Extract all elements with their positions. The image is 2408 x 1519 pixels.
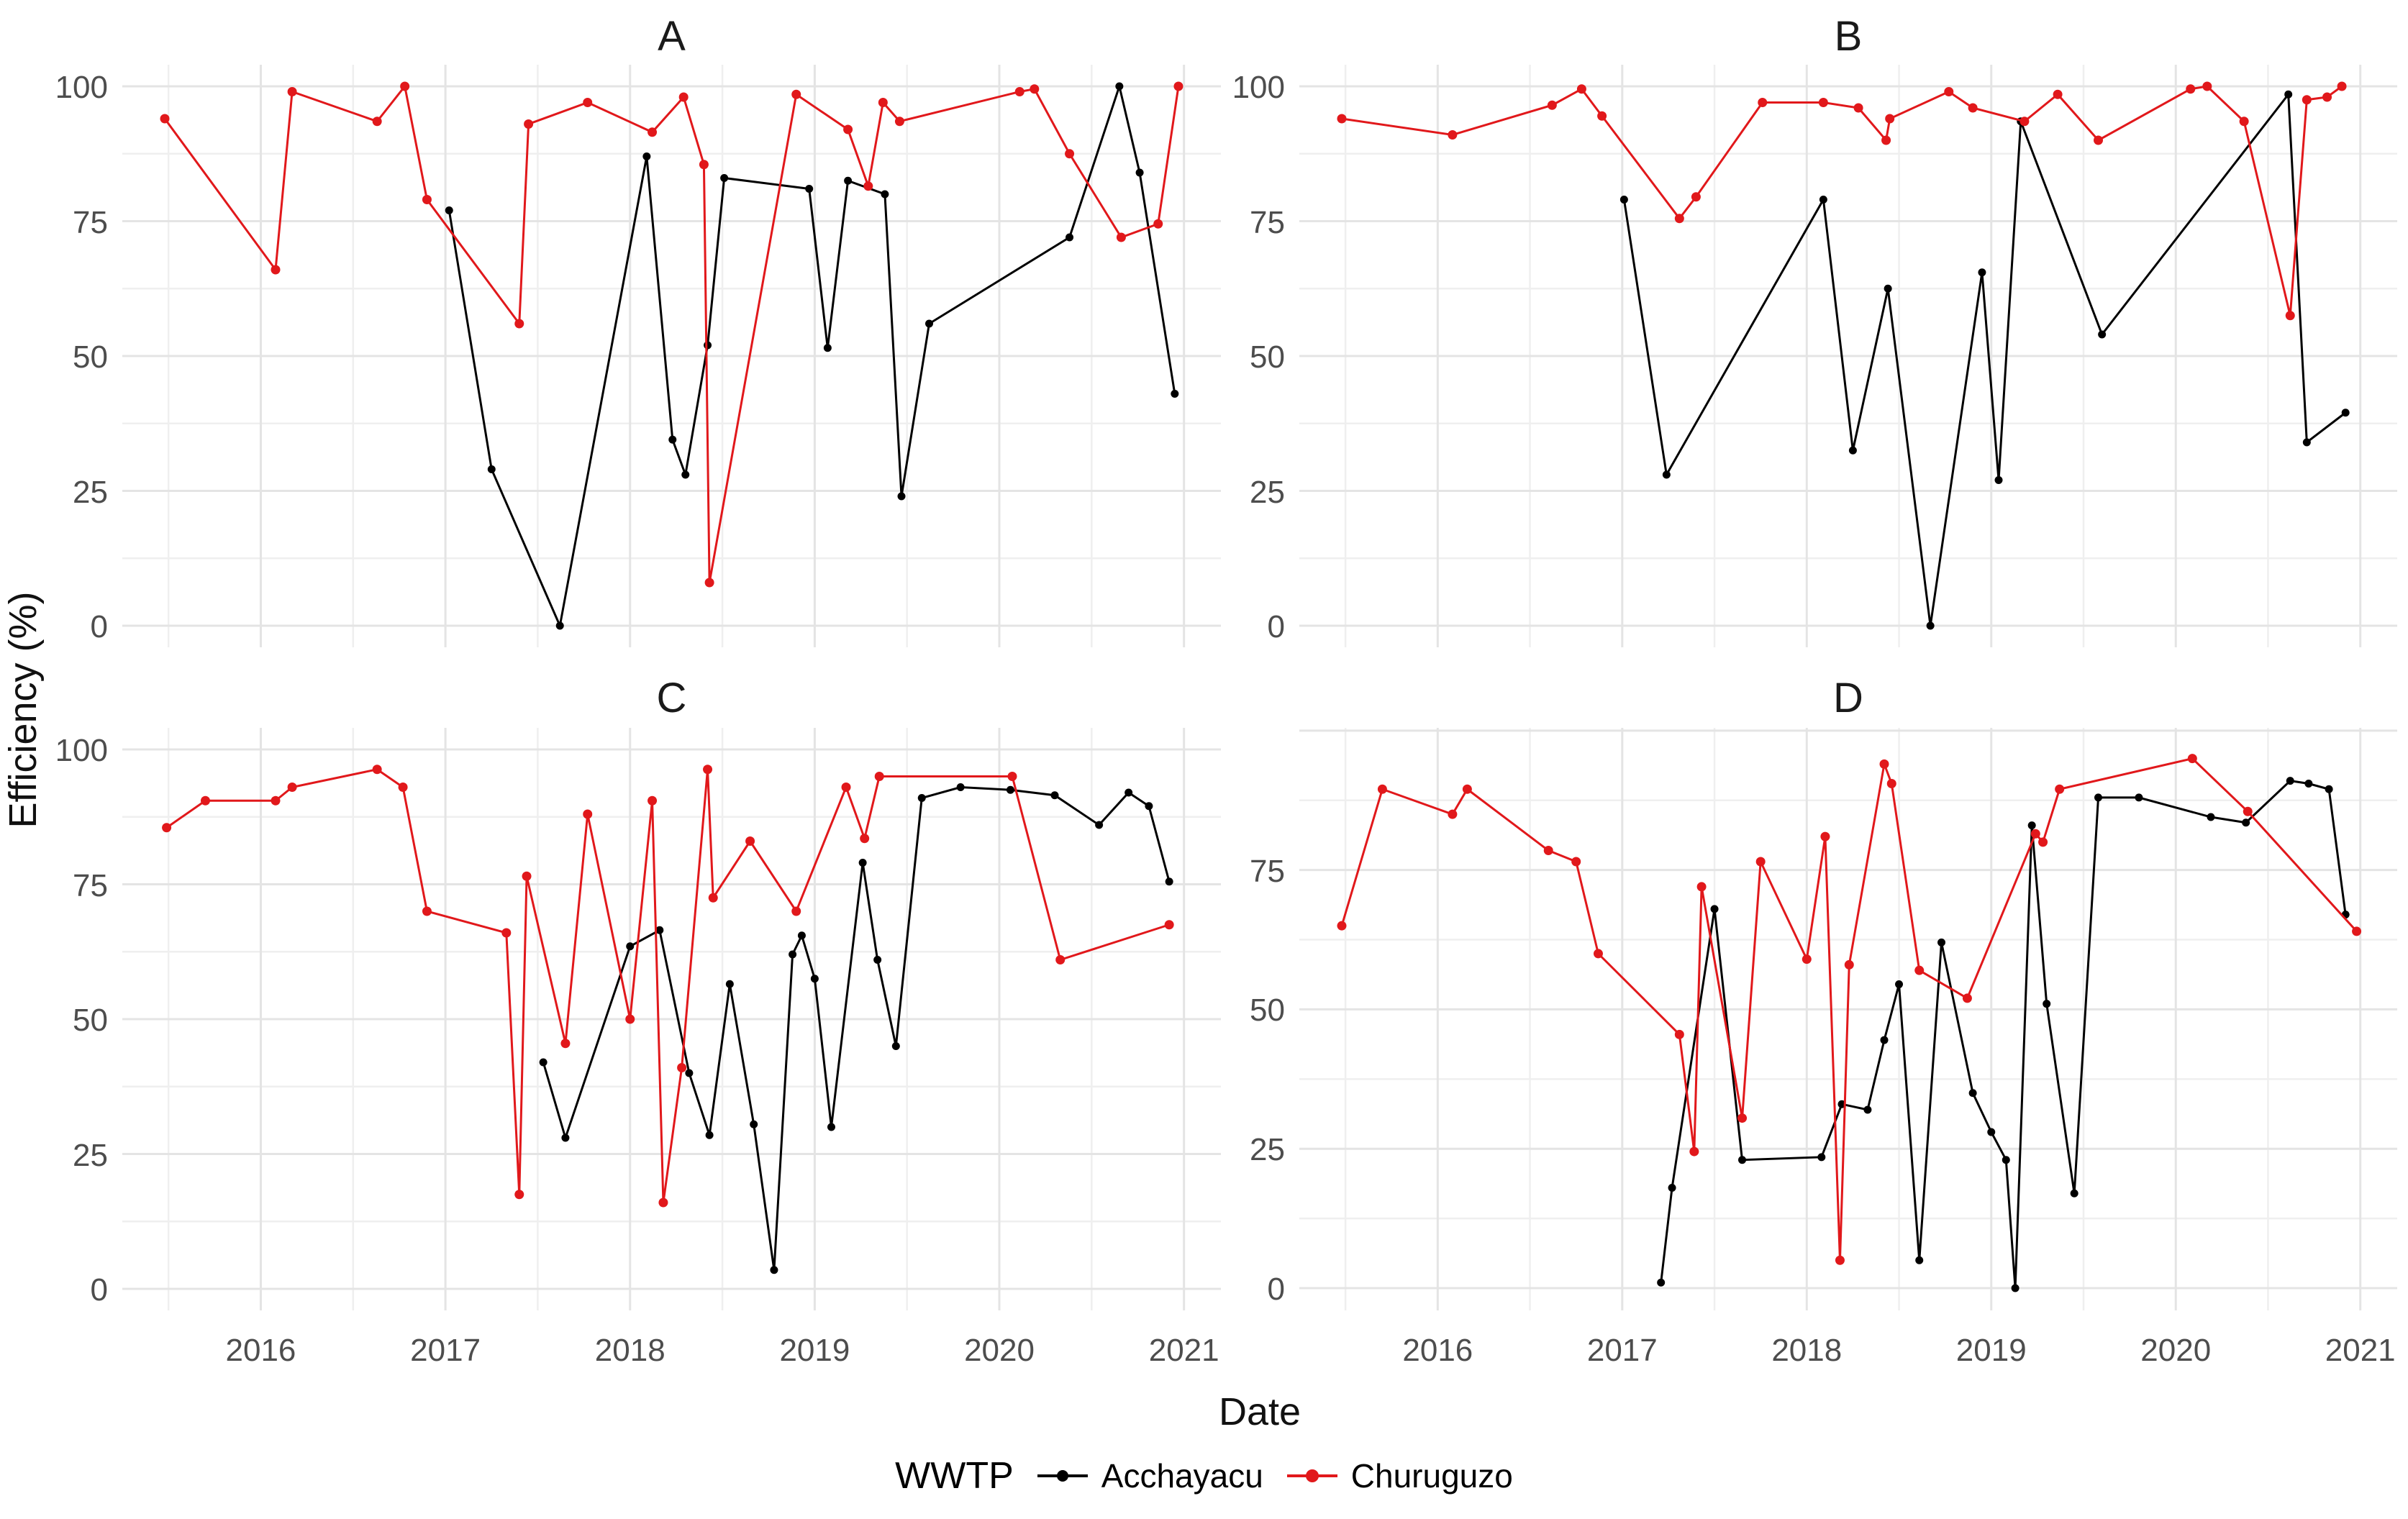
- y-tick-label: 75: [1250, 853, 1285, 889]
- y-tick-label: 75: [1250, 204, 1285, 240]
- y-tick-label: 100: [55, 70, 108, 105]
- y-tick-label: 100: [55, 733, 108, 768]
- panel-a-plot: [122, 65, 1221, 647]
- legend-item-acchayacu: Acchayacu: [1034, 1456, 1263, 1495]
- x-tick-label: 2021: [2325, 1333, 2396, 1368]
- x-tick-label: 2017: [410, 1333, 481, 1368]
- x-tick-label: 2020: [964, 1333, 1035, 1368]
- y-tick-label: 50: [73, 339, 108, 375]
- x-tick-label: 2016: [225, 1333, 296, 1368]
- x-axis-title: Date: [1218, 1390, 1301, 1433]
- x-tick-label: 2019: [779, 1333, 850, 1368]
- x-tick-label: 2018: [1771, 1333, 1843, 1368]
- facet-title-a: A: [658, 13, 686, 60]
- y-tick-label: 25: [1250, 474, 1285, 510]
- panel-c-plot: [122, 728, 1221, 1310]
- x-tick-label: 2020: [2140, 1333, 2212, 1368]
- y-tick-label: 0: [1267, 1271, 1285, 1307]
- x-tick-label: 2016: [1402, 1333, 1473, 1368]
- panel-d-plot: [1299, 728, 2397, 1310]
- facet-title-d: D: [1833, 675, 1863, 721]
- y-tick-label: 100: [1232, 70, 1285, 105]
- y-axis-title: Efficiency (%): [1, 591, 45, 829]
- legend-label-churuguzo: Churuguzo: [1350, 1457, 1513, 1495]
- panel-b-plot: [1299, 65, 2397, 647]
- y-tick-label: 50: [1250, 993, 1285, 1028]
- x-tick-label: 2018: [594, 1333, 665, 1368]
- legend-key-acchayacu-icon: [1037, 1470, 1088, 1482]
- y-tick-label: 50: [73, 1003, 108, 1038]
- y-tick-label: 75: [73, 867, 108, 903]
- facet-title-b: B: [1834, 13, 1863, 60]
- legend-key-churuguzo-icon: [1286, 1469, 1337, 1482]
- facet-title-c: C: [656, 675, 687, 721]
- legend-label-acchayacu: Acchayacu: [1101, 1457, 1263, 1495]
- legend-title: WWTP: [895, 1455, 1014, 1497]
- legend: WWTP Acchayacu Churuguzo: [0, 1454, 2408, 1497]
- x-tick-label: 2017: [1586, 1333, 1658, 1368]
- x-tick-label: 2021: [1148, 1333, 1219, 1368]
- y-tick-label: 25: [1250, 1132, 1285, 1168]
- legend-item-churuguzo: Churuguzo: [1283, 1456, 1513, 1495]
- y-tick-label: 0: [1267, 609, 1285, 644]
- y-tick-label: 50: [1250, 339, 1285, 375]
- y-tick-label: 25: [73, 474, 108, 510]
- y-tick-label: 25: [73, 1137, 108, 1173]
- y-tick-label: 75: [73, 204, 108, 240]
- x-tick-label: 2019: [1955, 1333, 2027, 1368]
- y-tick-label: 0: [90, 1272, 108, 1308]
- y-tick-label: 0: [90, 609, 108, 644]
